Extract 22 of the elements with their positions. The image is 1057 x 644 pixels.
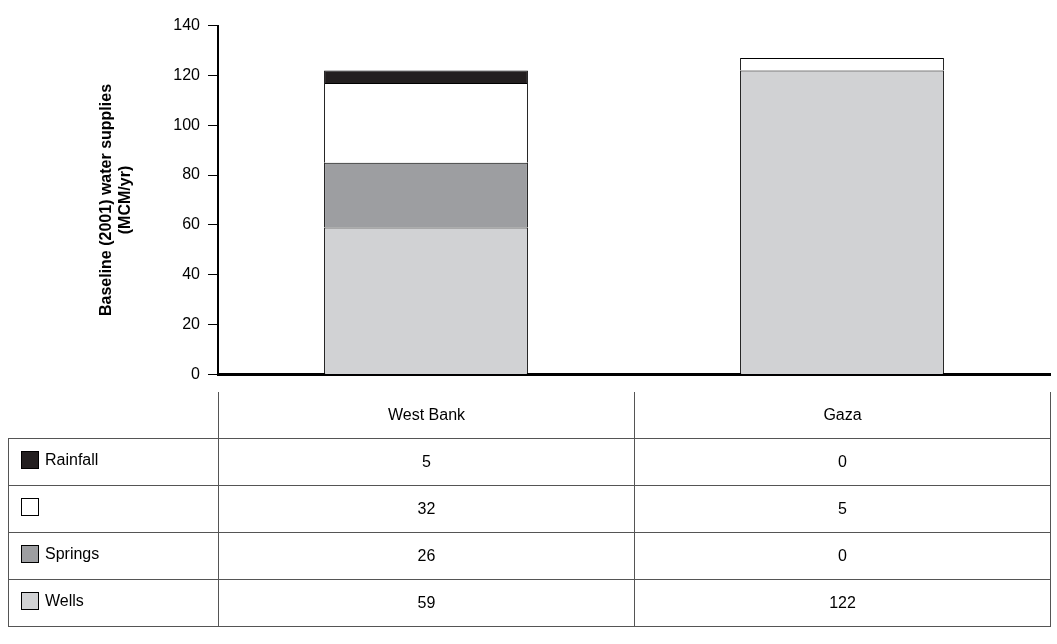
data-label: 32 [218, 485, 635, 533]
y-tick-label: 20 [182, 314, 201, 332]
data-label: 5 [218, 438, 635, 486]
y-tick-label: 120 [173, 65, 201, 83]
data-label: 5 [634, 485, 1051, 533]
y-tick-label: 40 [182, 265, 201, 283]
y-axis-title: Baseline (2001) water supplies (MCM/yr) [97, 83, 134, 317]
data-label: 26 [218, 532, 635, 580]
y-tick-label: 80 [182, 165, 201, 183]
data-label: 0 [634, 438, 1051, 486]
x-tick-label: Gaza [634, 392, 1051, 439]
y-tick-label: 140 [173, 16, 201, 34]
data-label: 122 [634, 579, 1051, 627]
y-tick-label: 100 [173, 115, 201, 133]
data-label: 0 [634, 532, 1051, 580]
legend-label: Springs [45, 545, 100, 563]
legend-label: Wells [45, 592, 84, 610]
y-tick-label: 60 [182, 215, 201, 233]
x-tick-label: West Bank [218, 392, 635, 439]
y-tick-label: 0 [191, 364, 201, 382]
legend-label: Rainfall [45, 451, 99, 469]
data-label: 59 [218, 579, 635, 627]
